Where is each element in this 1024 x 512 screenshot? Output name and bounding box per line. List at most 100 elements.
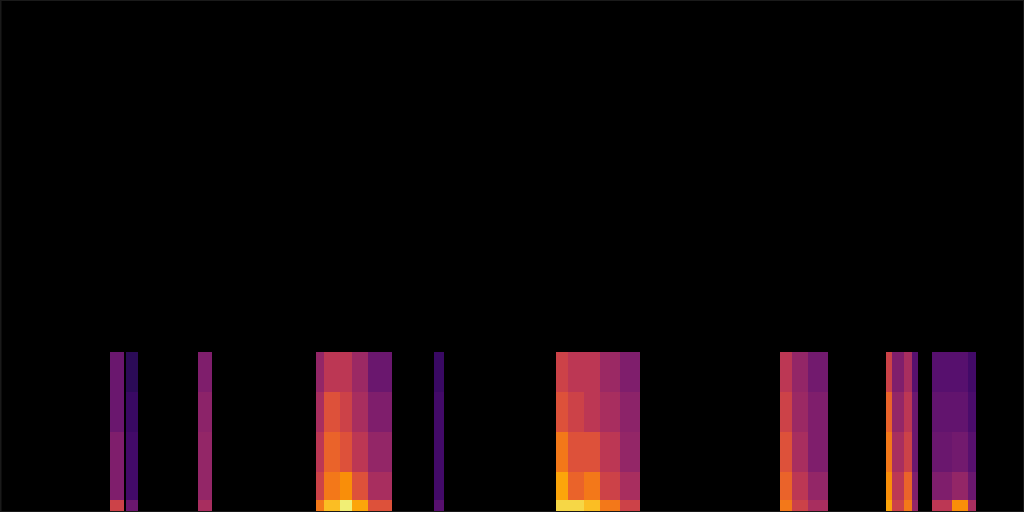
heat-cell	[556, 432, 568, 472]
chart	[0, 0, 1024, 512]
heat-cell	[584, 432, 600, 472]
heat-cell	[792, 352, 808, 392]
heat-cell	[126, 352, 138, 392]
heat-cell	[568, 472, 584, 500]
heat-cell	[434, 500, 444, 512]
heat-cell	[556, 392, 568, 432]
heat-cell	[932, 352, 952, 392]
heat-cell	[316, 500, 324, 512]
heat-cell	[198, 352, 212, 392]
heat-cell	[904, 432, 912, 472]
heat-cell	[324, 500, 340, 512]
plot-frame	[1, 1, 1024, 512]
heat-cell	[352, 472, 368, 500]
heat-cell	[808, 500, 828, 512]
heat-cell	[110, 392, 124, 432]
heat-cell	[340, 500, 352, 512]
heat-cell	[620, 432, 640, 472]
heat-cell	[556, 500, 568, 512]
heat-cell	[892, 472, 904, 500]
heat-cell	[808, 352, 828, 392]
heat-cell	[340, 472, 352, 500]
heat-cell	[126, 432, 138, 472]
heat-cell	[912, 500, 918, 512]
heat-cell	[556, 352, 568, 392]
heat-cell	[126, 472, 138, 500]
heat-cell	[324, 432, 340, 472]
heat-cell	[892, 500, 904, 512]
heat-cell	[368, 500, 392, 512]
heat-cell	[352, 352, 368, 392]
heat-cell	[324, 352, 340, 392]
heat-cell	[904, 472, 912, 500]
heat-cell	[932, 472, 952, 500]
heat-cell	[568, 392, 584, 432]
heat-cell	[340, 352, 352, 392]
heat-cell	[126, 392, 138, 432]
heat-cell	[780, 352, 792, 392]
heat-cell	[198, 392, 212, 432]
heat-cell	[912, 352, 918, 392]
heat-cell	[434, 432, 444, 472]
heat-cell	[568, 352, 584, 392]
heat-cell	[568, 432, 584, 472]
heat-cell	[932, 392, 952, 432]
heat-cell	[952, 500, 968, 512]
plot-background	[0, 0, 1024, 512]
heat-cell	[808, 392, 828, 432]
heat-cell	[434, 392, 444, 432]
heat-cell	[780, 472, 792, 500]
heat-cell	[198, 432, 212, 472]
heat-cell	[584, 500, 600, 512]
heat-cell	[110, 352, 124, 392]
heat-cell	[352, 392, 368, 432]
heat-cell	[434, 352, 444, 392]
heat-cell	[886, 500, 892, 512]
heat-cell	[912, 472, 918, 500]
heat-cell	[600, 352, 620, 392]
heat-cell	[952, 392, 968, 432]
heat-cell	[324, 392, 340, 432]
heat-cell	[340, 392, 352, 432]
heat-cell	[780, 500, 792, 512]
heat-cell	[952, 352, 968, 392]
cells	[110, 352, 976, 512]
heat-cell	[892, 392, 904, 432]
heat-cell	[198, 500, 212, 512]
heat-cell	[620, 352, 640, 392]
heat-cell	[780, 432, 792, 472]
heat-cell	[600, 392, 620, 432]
heat-cell	[600, 472, 620, 500]
heat-cell	[600, 500, 620, 512]
heat-cell	[892, 432, 904, 472]
heat-cell	[968, 500, 976, 512]
heat-cell	[316, 352, 324, 392]
heat-cell	[316, 432, 324, 472]
heat-cell	[600, 432, 620, 472]
heat-cell	[110, 500, 124, 512]
heat-cell	[912, 432, 918, 472]
heat-cell	[780, 392, 792, 432]
heat-cell	[620, 392, 640, 432]
heat-cell	[340, 432, 352, 472]
heat-cell	[126, 500, 138, 512]
heat-cell	[584, 472, 600, 500]
heat-cell	[968, 392, 976, 432]
heat-cell	[368, 352, 392, 392]
heat-cell	[316, 472, 324, 500]
heat-cell	[792, 392, 808, 432]
heat-cell	[792, 500, 808, 512]
heat-cell	[904, 500, 912, 512]
heat-cell	[904, 352, 912, 392]
heat-cell	[968, 472, 976, 500]
heat-cell	[808, 472, 828, 500]
heat-cell	[886, 352, 892, 392]
heat-cell	[110, 432, 124, 472]
heat-cell	[912, 392, 918, 432]
heat-cell	[620, 472, 640, 500]
heat-cell	[892, 352, 904, 392]
heat-cell	[198, 472, 212, 500]
heat-cell	[568, 500, 584, 512]
heat-cell	[352, 500, 368, 512]
heat-cell	[886, 392, 892, 432]
